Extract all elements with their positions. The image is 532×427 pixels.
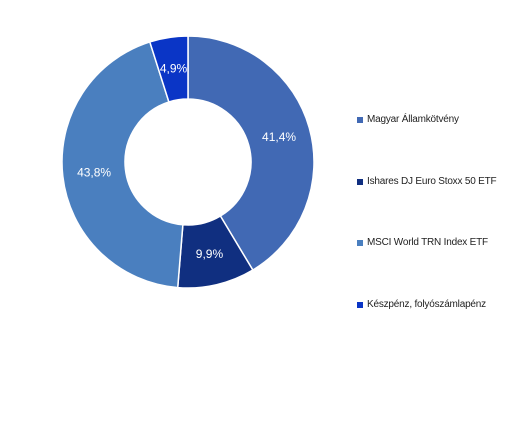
slice-label-ishares-dj-euro-stoxx-50-etf: 9,9%	[196, 247, 224, 261]
chart-legend: Magyar Államkötvény Ishares DJ Euro Stox…	[357, 0, 527, 427]
slice-label-msci-world-trn-index-etf: 43,8%	[77, 166, 111, 180]
slice-msci-world-trn-index-etf	[61, 40, 184, 289]
legend-label: Magyar Államkötvény	[367, 114, 459, 125]
legend-swatch	[357, 301, 363, 308]
legend-swatch	[357, 178, 363, 185]
legend-item-magyar-allamkotveny: Magyar Államkötvény	[357, 114, 459, 125]
slice-magyar-allamkotveny	[187, 35, 315, 272]
donut-slice-labels: 41,4% 9,9% 43,8% 4,9%	[77, 62, 296, 261]
legend-item-msci-world-trn-index-etf: MSCI World TRN Index ETF	[357, 237, 488, 248]
legend-swatch	[357, 239, 363, 246]
slice-keszpenz-folyoszamlapenz	[148, 35, 189, 103]
legend-label: Ishares DJ Euro Stoxx 50 ETF	[367, 176, 497, 187]
legend-item-keszpenz-folyoszamlapenz: Készpénz, folyószámlapénz	[357, 299, 486, 310]
slice-label-keszpenz-folyoszamlapenz: 4,9%	[160, 62, 188, 76]
legend-label: MSCI World TRN Index ETF	[367, 237, 488, 248]
legend-label: Készpénz, folyószámlapénz	[367, 299, 486, 310]
donut-slices	[61, 35, 315, 289]
slice-label-magyar-allamkotveny: 41,4%	[262, 130, 296, 144]
legend-swatch	[357, 116, 363, 123]
legend-item-ishares-dj-euro-stoxx-50-etf: Ishares DJ Euro Stoxx 50 ETF	[357, 176, 497, 187]
